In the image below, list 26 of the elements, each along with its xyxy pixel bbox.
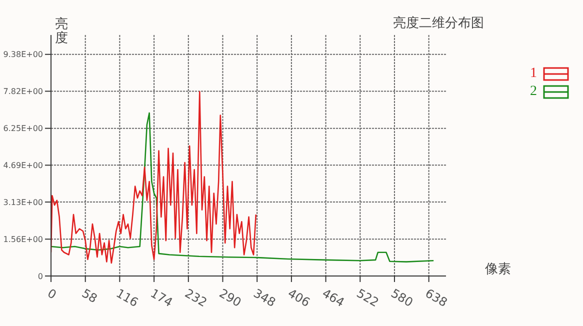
x-tick-label: 0: [45, 286, 59, 302]
x-tick-label: 116: [114, 286, 141, 310]
y-tick-label: 3.13E+00: [3, 198, 43, 207]
x-tick-label: 174: [148, 286, 175, 310]
x-tick-label: 348: [251, 286, 278, 310]
y-tick-label: 9.38E+00: [3, 50, 43, 60]
x-tick-label: 58: [79, 286, 100, 306]
x-tick-label: 464: [320, 286, 347, 310]
chart-title: 亮度二维分布图: [393, 15, 484, 32]
legend-label: 2: [530, 84, 537, 100]
x-tick-label: 638: [422, 286, 450, 310]
y-tick-label: 4.69E+00: [3, 161, 43, 170]
line-series: [51, 112, 434, 262]
y-tick-label: 6.25E+00: [3, 124, 43, 134]
legend-label: 1: [530, 66, 537, 82]
line-series: [51, 91, 257, 264]
x-tick-label: 580: [388, 286, 416, 310]
x-tick-label: 406: [286, 286, 312, 310]
y-tick-label: 7.82E+00: [3, 87, 43, 96]
y-tick-label: 1.56E+00: [3, 234, 43, 244]
y-tick-label: 0: [38, 272, 43, 281]
x-tick-label: 522: [354, 286, 382, 310]
x-axis-title: 像素: [485, 261, 511, 278]
x-tick-label: 290: [216, 286, 244, 310]
x-tick-label: 232: [182, 286, 210, 310]
y-axis-title: 亮度: [55, 17, 69, 46]
